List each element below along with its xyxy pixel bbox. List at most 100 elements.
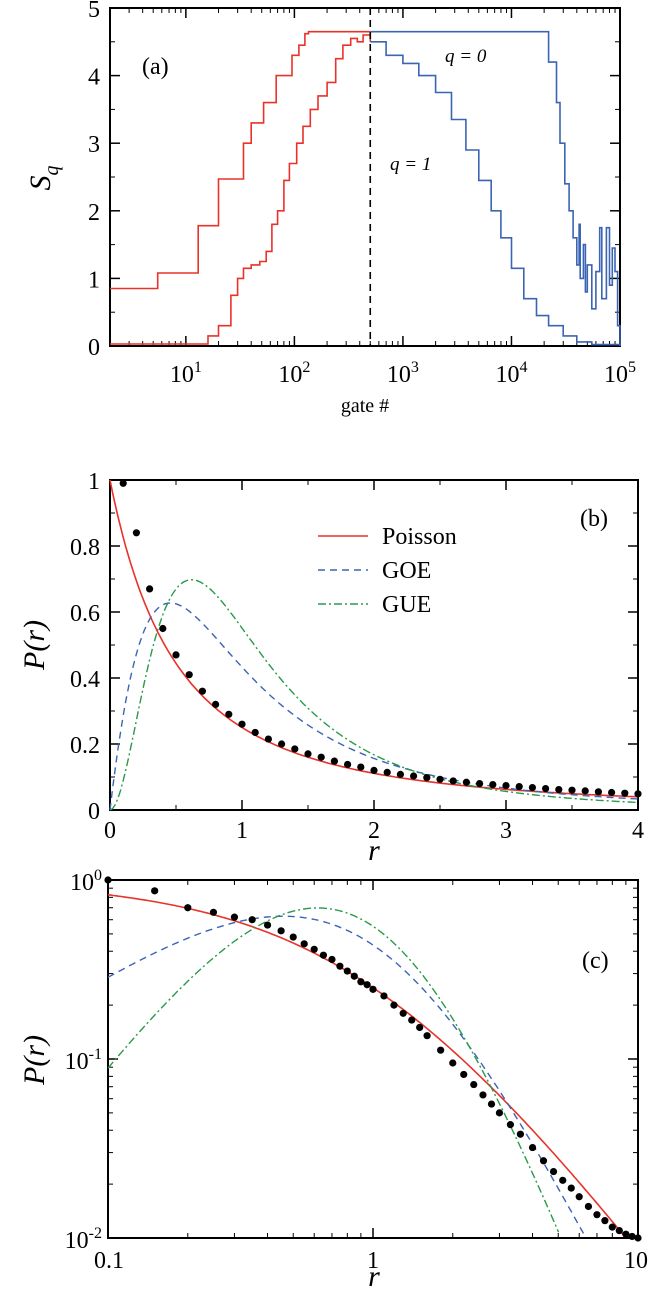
panel-b-ytick-label-5: 1 bbox=[88, 469, 100, 495]
panel-b-legend-label-gue: GUE bbox=[382, 592, 431, 618]
panel-c-data-point bbox=[263, 921, 272, 929]
panel-b-data-point bbox=[423, 774, 431, 782]
panel-b-xtick-label-0: 0 bbox=[104, 818, 116, 844]
panel-b-data-point bbox=[317, 753, 325, 761]
panel-a-ytick-label-0: 0 bbox=[88, 335, 100, 361]
panel-b-poisson-curve bbox=[109, 479, 639, 798]
panel-b-xlabel: r bbox=[368, 834, 380, 867]
panel-a-xtick-label-2: 103 bbox=[387, 359, 419, 388]
panel-b-points bbox=[119, 479, 642, 798]
panel-b-data-point bbox=[172, 651, 180, 659]
panel-b-data-point bbox=[436, 775, 444, 783]
panel-b-data-point bbox=[594, 788, 603, 796]
panel-c-loglog-pr: 0.1 1 10 100 10-1 10-2 (c) r P(r) bbox=[18, 867, 648, 1293]
panel-c-data-point bbox=[608, 1223, 616, 1231]
panel-c-poisson-curve bbox=[107, 894, 626, 1238]
panel-b-data-point bbox=[304, 750, 312, 758]
panel-b-data-point bbox=[449, 777, 457, 785]
panel-c-points bbox=[104, 876, 642, 1242]
panel-c-data-point bbox=[559, 1176, 567, 1184]
panel-c-ticks bbox=[107, 879, 639, 1239]
panel-b-xtick-label-3: 3 bbox=[500, 818, 512, 844]
panel-b-data-point bbox=[291, 745, 299, 753]
panel-b-data-point bbox=[185, 671, 193, 679]
panel-c-data-point bbox=[151, 887, 159, 895]
panel-b-data-point bbox=[198, 687, 206, 695]
svg-text:Sq: Sq bbox=[24, 166, 63, 191]
panel-b-data-point bbox=[146, 585, 154, 593]
panel-c-xtick-label-2: 10 bbox=[624, 1248, 648, 1274]
panel-c-data-point bbox=[516, 1130, 525, 1138]
panel-b-ticks bbox=[109, 479, 639, 811]
panel-b-data-point bbox=[515, 782, 523, 791]
panel-c-data-point bbox=[593, 1211, 601, 1219]
panel-b-data-point bbox=[264, 735, 272, 743]
panel-b-gue-curve bbox=[109, 578, 639, 811]
panel-c-data-point bbox=[584, 1202, 593, 1211]
panel-a-frame bbox=[109, 7, 621, 347]
panel-b-data-point bbox=[212, 700, 220, 709]
panel-c-data-point bbox=[416, 1023, 424, 1032]
panel-b-data-point bbox=[278, 740, 286, 748]
panel-c-data-point bbox=[300, 940, 308, 948]
panel-c-data-point bbox=[357, 978, 365, 986]
panel-a-series bbox=[110, 8, 621, 346]
panel-c-data-point bbox=[460, 1070, 468, 1079]
panel-c-ytick-label-0: 100 bbox=[70, 867, 102, 896]
panel-c-data-point bbox=[319, 951, 328, 959]
panel-b-data-point bbox=[410, 772, 418, 780]
panel-c-ylabel: P(r) bbox=[18, 1035, 51, 1086]
panel-b-label: (b) bbox=[580, 506, 608, 532]
panel-c-data-point bbox=[437, 1046, 445, 1054]
panel-c-data-point bbox=[495, 1109, 504, 1117]
panel-c-label: (c) bbox=[582, 948, 609, 974]
panel-c-data-point bbox=[575, 1193, 583, 1201]
panel-c-data-point bbox=[567, 1184, 575, 1192]
panel-a-ylabel: Sq bbox=[24, 166, 63, 191]
panel-c-ytick-label-2: 10-2 bbox=[65, 1225, 102, 1254]
panel-a-ytick-label-1: 1 bbox=[88, 267, 100, 293]
panel-c-data-point bbox=[601, 1217, 609, 1225]
panel-b-legend: Poisson GOE GUE bbox=[318, 524, 457, 618]
panel-b-data-point bbox=[119, 479, 127, 487]
panel-c-data-point bbox=[248, 916, 256, 924]
panel-b-xtick-label-4: 4 bbox=[632, 818, 644, 844]
panel-b-ytick-label-4: 0.8 bbox=[70, 535, 100, 561]
panel-c-xtick-label-0: 0.1 bbox=[94, 1248, 124, 1274]
panel-c-gue-curve bbox=[107, 907, 560, 1233]
panel-c-ytick-label-1: 10-1 bbox=[65, 1046, 102, 1075]
panel-a-series-q0-after-vline bbox=[370, 30, 621, 346]
panel-b-data-point bbox=[462, 778, 470, 786]
panel-c-data-point bbox=[506, 1121, 515, 1129]
panel-c-data-point bbox=[277, 927, 285, 935]
panel-b-ytick-label-2: 0.4 bbox=[70, 667, 100, 693]
panel-c-data-point bbox=[350, 972, 358, 980]
panel-c-data-point bbox=[628, 1232, 636, 1241]
panel-b-data-point bbox=[489, 780, 497, 789]
panel-c-data-point bbox=[622, 1230, 630, 1238]
panel-b-data-point bbox=[238, 720, 246, 728]
panel-a-xtick-label-1: 102 bbox=[278, 359, 310, 388]
panel-c-data-point bbox=[380, 992, 388, 1000]
panel-a-ytick-label-5: 5 bbox=[88, 0, 100, 23]
panel-c-data-point bbox=[104, 876, 112, 884]
panel-a-series-q1-after-vline bbox=[370, 41, 621, 346]
panel-c-data-point bbox=[230, 913, 239, 921]
panel-b-data-point bbox=[502, 781, 510, 790]
panel-c-data-point bbox=[634, 1234, 642, 1242]
panel-a-ytick-label-3: 3 bbox=[88, 132, 100, 158]
panel-b-data-point bbox=[608, 788, 616, 797]
panel-c-data-point bbox=[310, 945, 318, 953]
panel-c-data-point bbox=[470, 1080, 478, 1089]
panel-c-data-point bbox=[369, 985, 377, 993]
panel-c-data-point bbox=[336, 962, 344, 970]
panel-c-tick-labels: 0.1 1 10 100 10-1 10-2 bbox=[65, 867, 648, 1274]
panel-c-data-point bbox=[528, 1143, 537, 1152]
panel-b-data-point bbox=[555, 785, 563, 794]
panel-b-ytick-label-1: 0.2 bbox=[70, 733, 100, 759]
panel-c-data-point bbox=[487, 1100, 496, 1108]
panel-b-curves bbox=[109, 479, 639, 811]
panel-a-ticks bbox=[109, 7, 621, 347]
panel-b-data-point bbox=[132, 529, 140, 537]
